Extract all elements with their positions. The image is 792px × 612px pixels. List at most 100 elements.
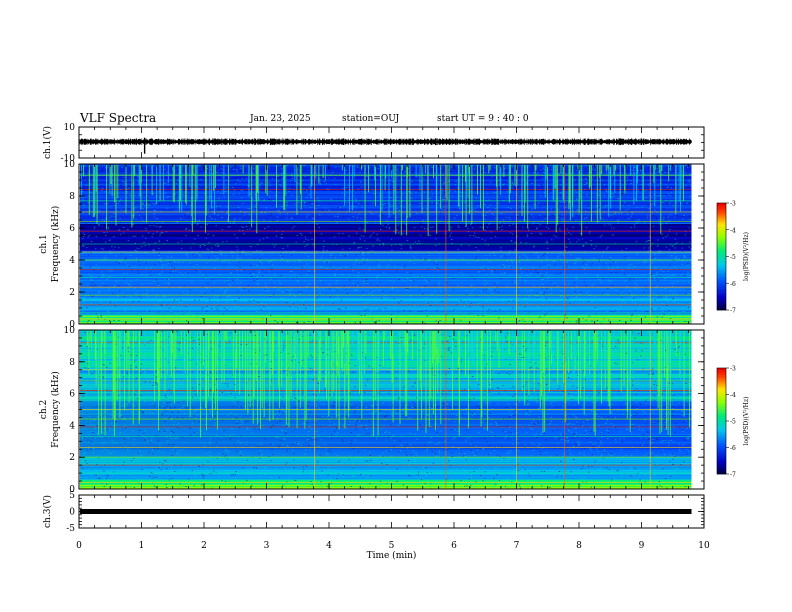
ch2-colorbar-segment xyxy=(717,463,726,466)
ch2-spectrogram-ytick-label: 4 xyxy=(69,421,75,431)
ch1-spectrogram-band xyxy=(80,278,692,280)
ch1-spectrogram-band xyxy=(80,207,692,210)
ch1-spectrogram-band xyxy=(80,225,692,228)
ch1-spectrogram-band xyxy=(80,239,692,242)
ch1-colorbar-segment xyxy=(717,219,726,222)
ch2-colorbar-segment xyxy=(717,403,726,406)
ch2-spectrogram-band xyxy=(80,478,692,480)
ch2-spectrogram-band xyxy=(80,355,692,357)
ch2-colorbar-tick-label: -7 xyxy=(730,472,736,479)
ch1-colorbar-segment xyxy=(717,276,726,279)
ch2-spectrogram-band xyxy=(80,362,692,365)
ch2-colorbar-tick-label: -5 xyxy=(730,419,736,426)
ch1-spectrogram-band xyxy=(80,301,692,303)
ch2-spectrogram-band xyxy=(80,381,692,384)
x-axis-label: Time (min) xyxy=(367,550,417,561)
figure-title: VLF Spectra xyxy=(80,111,157,125)
ch2-colorbar-segment xyxy=(717,371,726,374)
ch2-spectrogram-band xyxy=(80,373,692,375)
ch1-spectrogram-band xyxy=(80,292,692,294)
ch3-waveform-trace xyxy=(80,509,692,514)
ch2-colorbar-segment xyxy=(717,375,726,378)
ch1-spectrogram-band xyxy=(80,281,692,283)
ch2-spectrogram-band xyxy=(80,338,692,340)
ch2-spectrogram-band xyxy=(80,375,692,377)
ch1-spectrogram-band xyxy=(80,249,692,251)
ch1-colorbar-segment xyxy=(717,293,726,297)
ch1-spectrogram-band xyxy=(80,201,692,203)
ch2-colorbar-segment xyxy=(717,470,726,473)
ch1-colorbar-tick-label: -5 xyxy=(730,254,736,261)
ch2-spectrogram-band xyxy=(80,330,692,332)
ch2-colorbar-segment xyxy=(717,378,726,381)
ch2-spectrogram-band xyxy=(80,368,692,370)
ch3-waveform-ytick-label: 0 xyxy=(69,508,75,518)
ch1-spectrogram-band xyxy=(80,279,692,281)
ch2-colorbar-tick-label: -6 xyxy=(730,445,736,452)
ch2-colorbar-segment xyxy=(717,380,726,383)
ch2-colorbar-segment xyxy=(717,438,726,441)
ch1-colorbar-segment xyxy=(717,252,726,256)
ch1-spectrogram-band xyxy=(80,274,692,277)
ch1-spectrogram-band xyxy=(80,191,692,194)
ch1-colorbar-label: log(PSD)(V²/Hz) xyxy=(743,232,750,281)
ch2-spectrogram-band xyxy=(80,475,692,477)
ch2-colorbar-segment xyxy=(717,449,726,452)
ch2-colorbar-segment xyxy=(717,426,726,429)
ch1-colorbar-segment xyxy=(717,245,726,248)
ch2-colorbar-segment xyxy=(717,376,726,379)
ch1-colorbar-segment xyxy=(717,268,726,272)
ch1-spectrogram-band xyxy=(80,298,692,300)
ch1-spectrogram-ylabel: ch.1 xyxy=(39,234,49,253)
ch1-colorbar-segment xyxy=(717,285,726,288)
ch2-colorbar-segment xyxy=(717,445,726,448)
ch1-spectrogram-band xyxy=(80,213,692,215)
ch1-colorbar-segment xyxy=(717,222,726,225)
ch1-colorbar-segment xyxy=(717,286,726,289)
ch2-spectrogram-band xyxy=(80,474,692,476)
ch2-spectrogram-band xyxy=(80,337,692,339)
x-tick-label: 0 xyxy=(76,541,82,551)
ch1-spectrogram-band xyxy=(80,190,692,193)
ch1-spectrogram-band xyxy=(80,319,692,322)
ch1-spectrogram-band xyxy=(80,182,692,184)
ch2-spectrogram-band xyxy=(80,484,692,487)
ch1-spectrogram-band xyxy=(80,266,692,268)
ch2-spectrogram-band xyxy=(80,359,692,362)
ch1-spectrogram-band xyxy=(80,189,692,191)
ch1-colorbar-segment xyxy=(717,279,726,282)
ch1-spectrogram-ytick-label: 8 xyxy=(69,192,75,202)
ch1-spectrogram-band xyxy=(80,192,692,195)
ch1-spectrogram-band xyxy=(80,313,692,315)
ch1-spectrogram-band xyxy=(80,300,692,302)
ch1-spectrogram-band xyxy=(80,193,692,196)
ch1-spectrogram-band xyxy=(80,276,692,278)
ch1-colorbar-tick-label: -3 xyxy=(730,201,736,208)
ch1-spectrogram-band xyxy=(80,217,692,219)
ch2-spectrogram-band xyxy=(80,376,692,378)
ch2-spectrogram-band xyxy=(80,374,692,376)
ch1-spectrogram-band xyxy=(80,252,692,254)
ch2-colorbar-segment xyxy=(717,452,726,455)
ch2-colorbar-segment xyxy=(717,385,726,388)
ch2-colorbar-segment xyxy=(717,422,726,425)
ch1-colorbar-segment xyxy=(717,247,726,250)
ch1-spectrogram-band xyxy=(80,198,692,200)
ch2-colorbar-segment xyxy=(717,428,726,431)
ch2-spectrogram-band xyxy=(80,346,692,349)
ch1-waveform-trace xyxy=(79,138,692,146)
ch1-colorbar-segment xyxy=(717,217,726,220)
ch1-spectrogram-band xyxy=(80,269,692,271)
ch1-spectrogram-band xyxy=(80,293,692,295)
ch2-spectrogram-ylabel-frequency: Frequency (kHz) xyxy=(50,371,61,448)
ch3-waveform-ylabel: ch.3(V) xyxy=(42,495,53,528)
ch2-colorbar-segment xyxy=(717,421,726,424)
ch1-colorbar-segment xyxy=(717,226,726,229)
ch1-spectrogram-band xyxy=(80,209,692,212)
ch2-spectrogram-band xyxy=(80,378,692,381)
ch2-spectrogram-band xyxy=(80,361,692,364)
ch2-spectrogram-band xyxy=(80,370,692,372)
ch1-spectrogram-band xyxy=(80,222,692,225)
ch1-colorbar-segment xyxy=(717,308,726,311)
